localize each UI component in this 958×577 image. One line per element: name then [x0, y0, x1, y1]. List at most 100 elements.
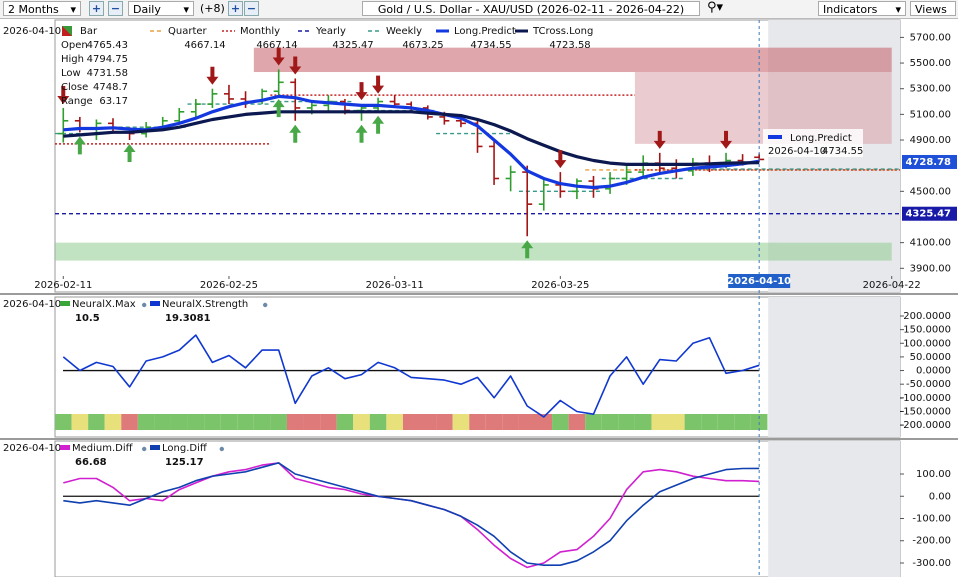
indicator-line — [63, 462, 760, 566]
legend-name: Yearly — [315, 26, 346, 37]
x-tick-label: 2026-04-22 — [863, 280, 921, 291]
y-tick-label: 5500.00 — [910, 58, 951, 69]
indicator-line — [63, 110, 760, 166]
state-cell — [502, 414, 519, 430]
tooltip-name: Long.Predict — [790, 133, 852, 144]
legend-dot — [142, 302, 147, 308]
y-tick-label: 5300.00 — [910, 84, 951, 95]
state-cell — [717, 414, 735, 430]
x-tick-label: 2026-03-25 — [531, 280, 589, 291]
legend-value: 66.68 — [75, 457, 107, 468]
legend-dot — [219, 446, 224, 452]
state-cell — [601, 414, 619, 430]
sell-arrow — [289, 56, 302, 75]
interval-text: Daily — [133, 3, 161, 16]
future-shade — [768, 297, 900, 437]
sell-arrow — [554, 150, 567, 169]
indicator-line — [63, 94, 760, 190]
y-tick-label: 4900.00 — [910, 135, 951, 146]
state-cell — [320, 414, 337, 430]
bar-icon-red — [62, 26, 72, 36]
zone — [55, 242, 892, 261]
state-cell — [303, 414, 321, 430]
state-cell — [336, 414, 354, 430]
x-tick-label: 2026-03-11 — [366, 280, 424, 291]
views-button[interactable]: Views▾ — [910, 1, 956, 16]
y-tick-label: 100.0000 — [903, 338, 951, 349]
legend-value: 4325.47 — [332, 40, 373, 51]
legend-value: 10.5 — [75, 313, 100, 324]
range-select[interactable]: 2 Months ▾ — [3, 1, 81, 16]
indicators-button[interactable]: Indicators ▾ — [818, 1, 906, 16]
legend-value: 4673.25 — [402, 40, 443, 51]
legend-swatch — [150, 301, 160, 306]
buy-arrow — [272, 99, 285, 118]
x-tick-label: 2026-02-11 — [34, 280, 92, 291]
ohlc-label: High — [61, 54, 84, 65]
legend-name: NeuralX.Strength — [162, 299, 248, 310]
ohlc-label: Low — [61, 68, 81, 79]
indicator-line — [62, 334, 760, 418]
state-cell — [734, 414, 751, 430]
state-cell — [585, 414, 602, 430]
zone — [253, 47, 892, 73]
state-cell — [552, 414, 569, 430]
indicators-text: Indicators — [823, 3, 878, 16]
tooltip-box — [763, 129, 863, 157]
y-tick-label: 0.00 — [929, 491, 951, 502]
panel-background — [54, 296, 901, 438]
state-cell — [651, 414, 669, 430]
tooltip-date: 2026-04-10 — [768, 146, 826, 157]
buy-arrow — [372, 115, 385, 134]
legend-name: NeuralX.Max — [72, 299, 136, 310]
state-cell — [104, 414, 122, 430]
y-tick-label: 4100.00 — [910, 238, 951, 249]
extra-count: (+8) — [200, 2, 225, 15]
search-icon[interactable]: ⚲▾ — [707, 0, 724, 15]
legend-value: 4667.14 — [184, 40, 225, 51]
state-cell — [253, 414, 271, 430]
sell-arrow — [206, 66, 219, 85]
legend-name: Quarter — [168, 26, 208, 37]
legend-name: TCross.Long — [532, 26, 593, 37]
legend-value: 4723.58 — [549, 40, 590, 51]
price-marker-label: 4325.47 — [905, 209, 951, 220]
future-shade — [768, 441, 900, 577]
zoom-in[interactable]: + — [89, 1, 104, 16]
symbol-title[interactable]: Gold / U.S. Dollar - XAU/USD (2026-02-11… — [362, 1, 700, 16]
sell-arrow — [372, 75, 385, 94]
y-tick-label: -300.00 — [912, 558, 951, 569]
y-tick-label: -50.0000 — [906, 379, 951, 390]
toolbar: 2 Months ▾ + − Daily ▾ (+8) + − Gold / U.S… — [0, 0, 958, 19]
tooltip-value: 4734.55 — [822, 146, 863, 157]
buy-arrow — [521, 240, 534, 259]
y-tick-label: 3900.00 — [910, 263, 951, 274]
state-cell — [286, 414, 304, 430]
title-text: Gold / U.S. Dollar - XAU/USD (2026-02-11… — [377, 3, 685, 16]
ohlc-value: 4794.75 — [87, 54, 128, 65]
legend-swatch — [150, 445, 160, 450]
legend-swatch — [60, 301, 70, 306]
sell-arrow — [653, 130, 666, 149]
remove[interactable]: − — [244, 1, 259, 16]
add[interactable]: + — [228, 1, 243, 16]
y-tick-label: 50.0000 — [910, 352, 951, 363]
buy-arrow — [289, 124, 302, 143]
ohlc-label: Open — [61, 40, 88, 51]
state-cell — [419, 414, 437, 430]
legend-name: Monthly — [240, 26, 280, 37]
state-cell — [137, 414, 155, 430]
y-tick-label: 0.0000 — [916, 366, 951, 377]
buy-arrow — [123, 144, 136, 163]
y-tick-label: -100.0000 — [900, 393, 951, 404]
cursor-label: 2026-04-10 — [727, 276, 791, 287]
price-marker-label: 4728.78 — [905, 157, 951, 168]
legend-dot — [263, 302, 268, 308]
state-cell — [170, 414, 188, 430]
state-cell — [187, 414, 205, 430]
interval-select[interactable]: Daily ▾ — [128, 1, 194, 16]
state-cell — [237, 414, 254, 430]
zoom-out[interactable]: − — [108, 1, 123, 16]
state-cell — [88, 414, 105, 430]
range-text: 2 Months — [8, 3, 59, 16]
